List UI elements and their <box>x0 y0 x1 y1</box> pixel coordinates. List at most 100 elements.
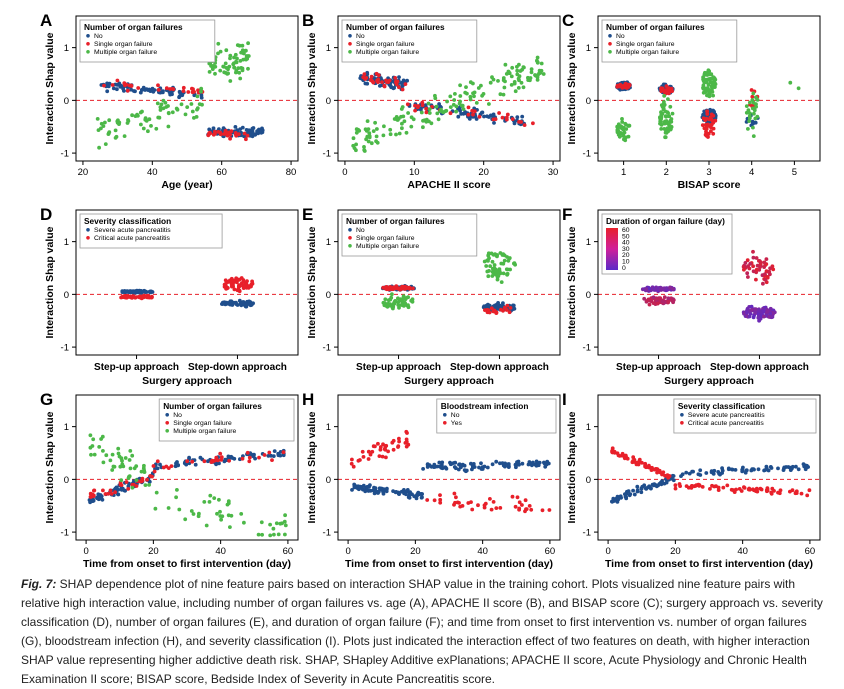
y-tick-label: 1 <box>64 43 69 54</box>
point-single-organ-failure <box>702 126 707 131</box>
point-critical-acute-pancreatitis <box>776 490 780 495</box>
point-no <box>373 486 378 491</box>
point-single-organ-failure <box>108 488 113 493</box>
point-single-organ-failure <box>166 466 171 470</box>
point-no <box>500 461 505 466</box>
point-no <box>368 488 373 493</box>
point-no <box>96 492 101 497</box>
point-yes <box>498 506 503 510</box>
point-multiple-organ-failure <box>259 520 264 525</box>
point-multiple-organ-failure <box>535 55 540 60</box>
point-multiple-organ-failure <box>435 111 440 116</box>
point-no <box>404 492 408 497</box>
point-critical-acute-pancreatitis <box>754 486 759 491</box>
point-yes <box>405 431 409 435</box>
point-multiple-organ-failure <box>97 145 101 150</box>
point-single-organ-failure <box>267 450 272 455</box>
point-critical-acute-pancreatitis <box>646 465 651 470</box>
point-duration-of-organ-failure <box>761 308 766 313</box>
point-duration-of-organ-failure <box>759 314 764 319</box>
point-no <box>247 128 251 133</box>
point-multiple-organ-failure <box>429 121 434 126</box>
point-duration-of-organ-failure <box>651 295 656 300</box>
point-no <box>177 95 182 100</box>
point-no <box>365 485 370 490</box>
point-no <box>534 459 539 464</box>
point-no <box>368 483 372 487</box>
x-axis-label: Surgery approach <box>404 375 494 387</box>
point-no <box>494 305 499 310</box>
point-duration-of-organ-failure <box>751 264 755 269</box>
y-tick-label: -1 <box>61 149 69 160</box>
point-multiple-organ-failure <box>397 131 402 136</box>
point-multiple-organ-failure <box>393 299 398 303</box>
legend-title: Number of organ failures <box>346 216 445 226</box>
point-single-organ-failure <box>477 114 482 119</box>
point-yes <box>482 505 487 510</box>
point-multiple-organ-failure <box>465 91 469 96</box>
point-multiple-organ-failure <box>123 456 128 460</box>
data-points <box>380 251 517 315</box>
point-multiple-organ-failure <box>111 464 116 469</box>
point-critical-acute-pancreatitis <box>239 281 244 286</box>
point-single-organ-failure <box>170 87 175 91</box>
point-multiple-organ-failure <box>375 127 379 131</box>
point-multiple-organ-failure <box>502 85 507 90</box>
point-multiple-organ-failure <box>228 56 232 61</box>
point-single-organ-failure <box>152 469 157 474</box>
point-single-organ-failure <box>218 130 223 135</box>
point-multiple-organ-failure <box>452 98 457 102</box>
point-no <box>406 495 411 500</box>
point-no <box>228 455 232 460</box>
legend-entry: No <box>356 33 365 40</box>
point-single-organ-failure <box>148 474 153 478</box>
point-no <box>459 112 463 116</box>
point-single-organ-failure <box>156 83 160 88</box>
point-multiple-organ-failure <box>110 468 115 472</box>
point-no <box>121 86 125 91</box>
point-critical-acute-pancreatitis <box>793 491 798 496</box>
point-multiple-organ-failure <box>260 532 264 537</box>
point-duration-of-organ-failure <box>754 277 758 282</box>
point-duration-of-organ-failure <box>762 314 766 319</box>
legend-marker <box>443 421 447 425</box>
legend-box <box>601 19 738 63</box>
point-multiple-organ-failure <box>365 119 370 123</box>
point-yes <box>377 454 382 458</box>
legend-entry: Single organ failure <box>356 235 415 242</box>
point-yes <box>397 436 401 441</box>
point-multiple-organ-failure <box>484 264 489 268</box>
point-no <box>536 463 541 468</box>
point-multiple-organ-failure <box>179 102 184 107</box>
point-multiple-organ-failure <box>101 124 106 128</box>
point-single-organ-failure <box>115 78 120 83</box>
point-multiple-organ-failure <box>238 76 243 81</box>
point-yes <box>523 509 527 514</box>
point-multiple-organ-failure <box>199 89 203 94</box>
point-duration-of-organ-failure <box>768 266 772 271</box>
point-no <box>206 459 210 464</box>
point-single-organ-failure <box>448 111 453 116</box>
point-duration-of-organ-failure <box>642 296 647 301</box>
point-single-organ-failure <box>125 88 130 93</box>
legend-marker <box>348 244 352 248</box>
x-tick-label: 10 <box>409 167 420 178</box>
point-no <box>423 103 428 107</box>
point-multiple-organ-failure <box>103 142 108 147</box>
point-duration-of-organ-failure <box>670 298 674 303</box>
point-multiple-organ-failure <box>88 433 93 438</box>
point-no <box>408 490 412 494</box>
point-duration-of-organ-failure <box>670 287 675 291</box>
legend-entry: No <box>451 412 460 419</box>
point-no <box>470 467 474 472</box>
point-critical-acute-pancreatitis <box>734 487 738 492</box>
point-multiple-organ-failure <box>521 85 526 90</box>
point-multiple-organ-failure <box>658 121 662 126</box>
point-single-organ-failure <box>510 117 515 121</box>
point-single-organ-failure <box>190 86 194 91</box>
point-no <box>753 120 758 125</box>
point-multiple-organ-failure <box>120 462 125 467</box>
point-single-organ-failure <box>709 125 713 130</box>
point-critical-acute-pancreatitis <box>684 484 689 488</box>
point-multiple-organ-failure <box>391 304 396 309</box>
